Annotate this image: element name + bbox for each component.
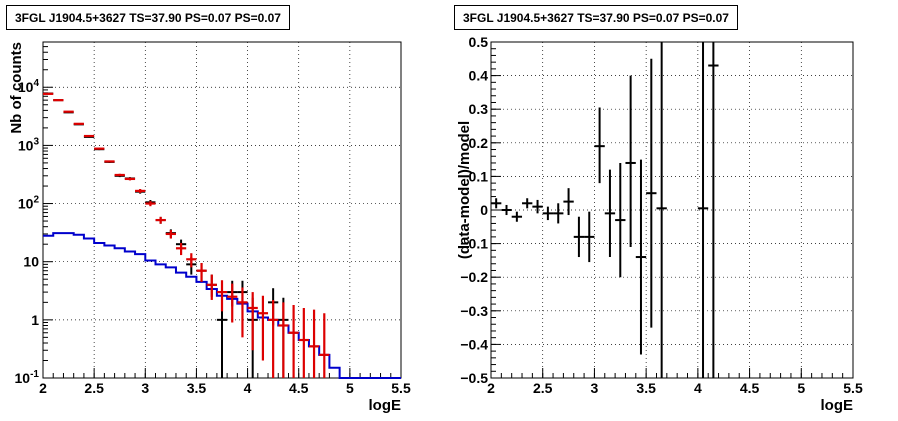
- left-x-axis-label: logE: [369, 397, 402, 414]
- left-x-tick-label: 5: [346, 380, 354, 396]
- left-y-tick-label: 102: [18, 195, 40, 212]
- right-plot-frame: 2 2.5 3 3.5 4 4.5 5 5.5 −0.5 −0.4 −0.3 −0.2 −0.1 0 0.1…: [456, 34, 863, 414]
- right-y-tick-label: 0.1: [469, 168, 489, 184]
- right-y-tick-label: −0.5: [460, 370, 488, 386]
- left-plot-frame: 2 2.5 3 3.5 4 4.5 5 5.5 10-1 1 10 102 103 104 logE Nb o…: [8, 41, 411, 414]
- right-x-tick-label: 2.5: [533, 380, 553, 396]
- right-y-tick-label: 0.5: [469, 34, 489, 50]
- right-x-tick-label: 4.5: [740, 380, 760, 396]
- left-x-tick-label: 3: [141, 380, 149, 396]
- right-x-tick-label: 3: [591, 380, 599, 396]
- right-y-tick-label: 0.2: [469, 135, 489, 151]
- left-y-axis-label: Nb of counts: [8, 42, 25, 134]
- right-y-tick-label: 0.4: [469, 68, 489, 84]
- right-y-tick-label: −0.4: [460, 336, 488, 352]
- right-y-tick-label: −0.3: [460, 303, 488, 319]
- left-x-tick-label: 2: [39, 380, 47, 396]
- right-plot-title: 3FGL J1904.5+3627 TS=37.90 PS=0.07 PS=0.…: [454, 5, 738, 30]
- right-y-tick-label: −0.2: [460, 269, 488, 285]
- right-plot-border: [490, 41, 854, 379]
- right-x-tick-label: 3.5: [636, 380, 656, 396]
- right-y-axis-label: (data-model)/model: [456, 121, 473, 259]
- left-x-tick-label: 2.5: [84, 380, 104, 396]
- left-x-tick-label: 3.5: [187, 380, 207, 396]
- left-y-tick-label: 1: [31, 312, 39, 328]
- left-y-tick-label: 104: [18, 78, 40, 95]
- right-y-tick-label: 0: [480, 202, 488, 218]
- left-y-tick-label: 10-1: [15, 369, 40, 386]
- left-y-tick-label: 10: [23, 254, 39, 270]
- right-x-tick-label: 4: [694, 380, 702, 396]
- left-x-tick-label: 4: [244, 380, 252, 396]
- left-plot-title: 3FGL J1904.5+3627 TS=37.90 PS=0.07 PS=0.…: [6, 5, 290, 30]
- left-y-tick-label: 103: [18, 136, 40, 153]
- left-x-tick-label: 5.5: [391, 380, 411, 396]
- right-y-tick-label: −0.1: [460, 236, 488, 252]
- right-y-tick-label: 0.3: [469, 101, 489, 117]
- right-x-tick-label: 2: [487, 380, 495, 396]
- right-x-axis-label: logE: [821, 397, 854, 414]
- right-x-tick-label: 5.5: [843, 380, 863, 396]
- left-x-tick-label: 4.5: [289, 380, 309, 396]
- right-x-tick-label: 5: [797, 380, 805, 396]
